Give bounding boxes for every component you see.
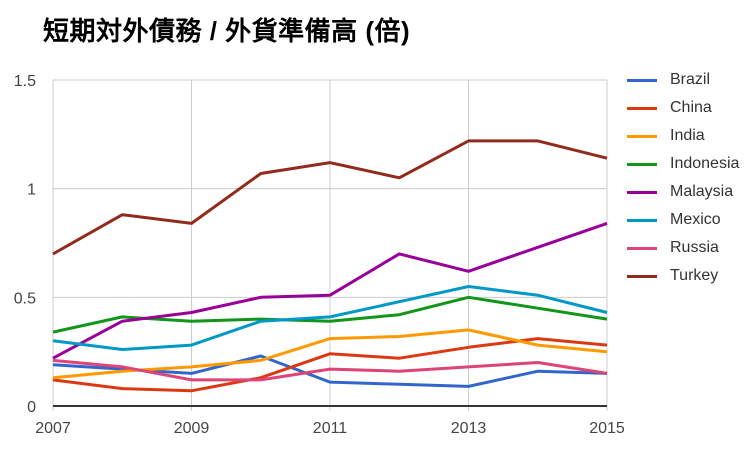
legend-item-india: India: [627, 122, 739, 150]
legend-label-indonesia: Indonesia: [670, 155, 740, 172]
legend-item-brazil: Brazil: [627, 66, 739, 94]
y-tick-label-1.5: 1.5: [14, 73, 36, 90]
legend-swatch-china: [627, 106, 657, 110]
y-tick-label-0: 0: [27, 399, 36, 416]
y-tick-label-1: 1: [27, 182, 36, 199]
legend-item-mexico: Mexico: [627, 206, 739, 234]
legend-swatch-russia: [627, 246, 657, 250]
x-tick-label-2007: 2007: [35, 420, 71, 437]
chart-title: 短期対外債務 / 外貨準備高 (倍): [43, 16, 411, 46]
legend-label-mexico: Mexico: [670, 211, 721, 228]
legend-item-indonesia: Indonesia: [627, 150, 739, 178]
legend-label-russia: Russia: [670, 239, 719, 256]
legend-label-china: China: [670, 99, 712, 116]
legend-swatch-malaysia: [627, 190, 657, 194]
legend-item-turkey: Turkey: [627, 262, 739, 290]
x-tick-label-2011: 2011: [313, 420, 348, 437]
legend-item-china: China: [627, 94, 739, 122]
series-line-mexico: [52, 285, 608, 351]
legend-swatch-india: [627, 134, 657, 138]
y-tick-label-0.5: 0.5: [14, 290, 36, 307]
series-line-turkey: [52, 139, 608, 256]
legend-label-india: India: [670, 127, 705, 144]
legend: Brazil China India Indonesia Malaysia Mexico R…: [627, 66, 739, 290]
series-line-malaysia: [52, 221, 608, 360]
legend-swatch-indonesia: [627, 162, 657, 166]
x-tick-label-2013: 2013: [451, 420, 487, 437]
legend-label-brazil: Brazil: [670, 71, 711, 88]
legend-swatch-brazil: [627, 78, 657, 82]
legend-swatch-mexico: [627, 218, 657, 222]
legend-label-turkey: Turkey: [670, 267, 719, 284]
legend-item-malaysia: Malaysia: [627, 178, 739, 206]
legend-item-russia: Russia: [627, 234, 739, 262]
x-tick-label-2015: 2015: [589, 420, 625, 437]
x-tick-label-2009: 2009: [174, 420, 210, 437]
series-line-russia: [52, 358, 608, 382]
legend-swatch-turkey: [627, 274, 657, 278]
legend-label-malaysia: Malaysia: [670, 183, 734, 200]
